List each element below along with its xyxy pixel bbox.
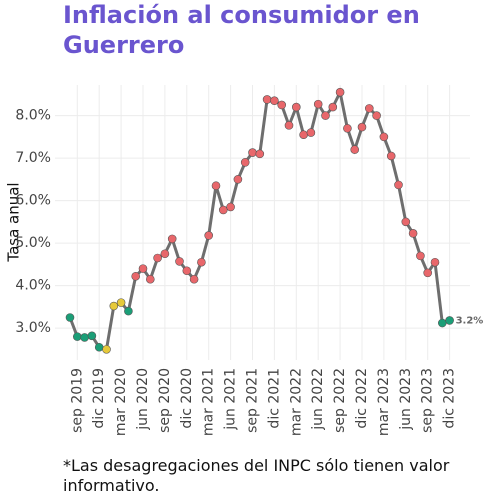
x-tick-label: mar 2021 (201, 368, 217, 436)
point (124, 306, 133, 316)
x-tick-label: jun 2022 (310, 368, 326, 431)
point (138, 264, 148, 273)
y-tick-label: 7.0% (15, 150, 51, 166)
point (109, 301, 119, 311)
point (175, 257, 184, 266)
point (277, 100, 287, 110)
point (350, 145, 360, 154)
y-tick-label: 6.0% (15, 193, 51, 209)
x-tick-label: mar 2020 (113, 368, 129, 436)
x-tick-label: dic 2023 (442, 368, 458, 429)
x-tick-label: jun 2020 (135, 368, 151, 431)
point (262, 95, 272, 104)
point (197, 257, 206, 267)
point (270, 96, 279, 106)
x-tick-label: mar 2023 (376, 368, 392, 436)
point (437, 318, 447, 328)
point (94, 342, 104, 352)
point (116, 298, 126, 307)
point (248, 148, 257, 157)
point (313, 99, 323, 109)
x-tick-label: dic 2019 (91, 368, 107, 429)
point (328, 102, 338, 112)
y-tick-label: 4.0% (15, 278, 51, 294)
point (226, 202, 235, 212)
point (394, 180, 403, 190)
point (153, 253, 162, 263)
x-tick-label: dic 2022 (354, 368, 370, 429)
y-tick-label: 8.0% (15, 108, 51, 124)
x-tick-label: jun 2023 (398, 368, 414, 431)
point (131, 271, 140, 281)
point (430, 257, 440, 267)
point (321, 111, 330, 120)
point (357, 122, 367, 132)
point (167, 234, 177, 244)
point (416, 251, 425, 261)
point (379, 132, 389, 142)
x-tick-label: sep 2019 (69, 368, 85, 433)
point (80, 333, 89, 342)
point (372, 111, 381, 120)
point (401, 217, 411, 227)
chart-title: Inflación al consumidor en Guerrero (63, 1, 420, 59)
x-tick-label: sep 2022 (332, 368, 348, 433)
y-tick-label: 5.0% (15, 235, 51, 251)
point (445, 316, 454, 325)
x-tick-label: dic 2021 (266, 368, 282, 429)
x-tick-label: dic 2020 (179, 368, 195, 429)
point (219, 205, 228, 215)
x-tick-label: sep 2023 (420, 368, 436, 433)
point (240, 158, 250, 167)
point (65, 313, 75, 322)
point (211, 181, 221, 191)
point (102, 345, 111, 354)
point (204, 231, 213, 240)
point (291, 102, 301, 112)
footnote: *Las desagregaciones del INPC sólo tiene… (63, 456, 450, 495)
value-label: 3.2% (456, 315, 484, 326)
x-tick-label: jun 2021 (223, 368, 239, 431)
point (255, 149, 265, 159)
point (160, 249, 170, 259)
point (146, 274, 155, 284)
point (423, 268, 433, 278)
y-tick-label: 3.0% (15, 320, 51, 336)
point (306, 128, 316, 137)
point (233, 175, 243, 184)
point (386, 151, 396, 161)
point (73, 332, 82, 341)
x-tick-label: sep 2021 (245, 368, 261, 433)
point (335, 87, 345, 97)
point (299, 130, 308, 140)
point (364, 104, 374, 113)
point (284, 121, 294, 130)
point (408, 229, 418, 238)
point (189, 274, 199, 284)
point (87, 331, 97, 341)
y-axis-label: Tasa anual (5, 182, 23, 262)
x-tick-label: sep 2020 (157, 368, 173, 433)
x-tick-label: mar 2022 (288, 368, 304, 436)
point (182, 266, 192, 276)
point (343, 124, 352, 133)
